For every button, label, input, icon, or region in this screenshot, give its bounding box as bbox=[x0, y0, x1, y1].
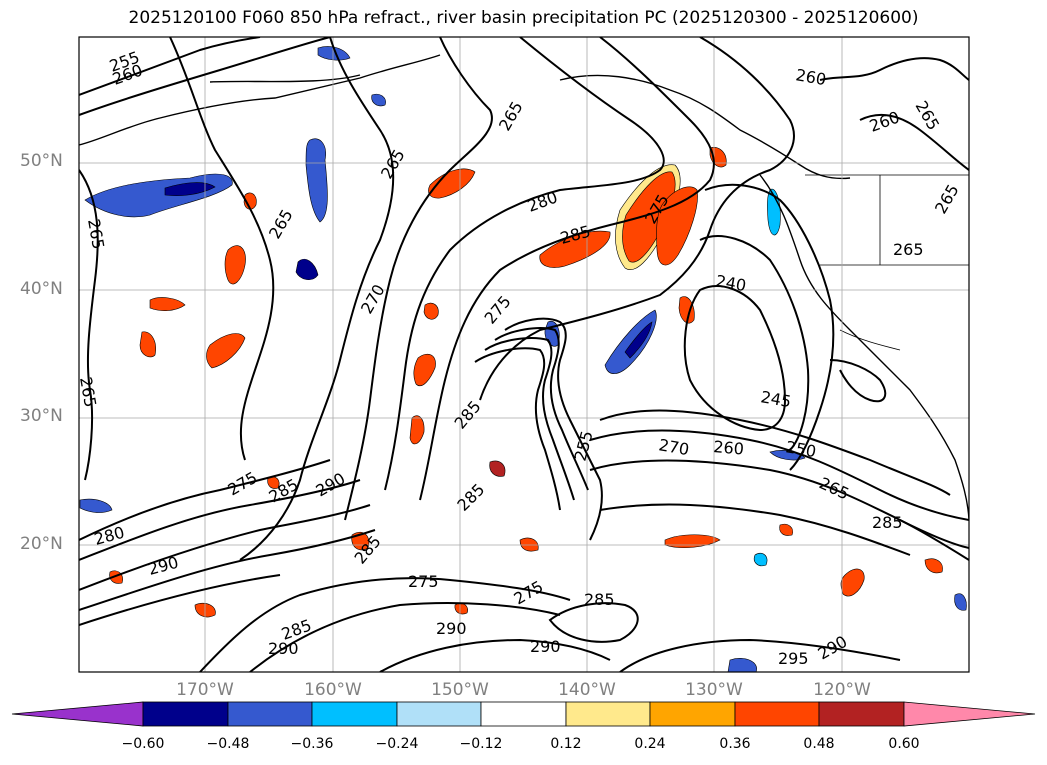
precip-positive-6 bbox=[139, 331, 156, 358]
precip-positive-1c bbox=[656, 186, 698, 266]
precip-negative-10 bbox=[753, 552, 768, 567]
refractivity-contours bbox=[79, 37, 969, 672]
colorbar-bin bbox=[311, 701, 398, 727]
colorbar bbox=[11, 701, 1036, 727]
colorbar-tick-label: −0.12 bbox=[459, 736, 503, 752]
colorbar-extend-low bbox=[11, 701, 144, 727]
contour-label: 275 bbox=[408, 572, 439, 591]
precip-negative-1-core bbox=[164, 182, 216, 197]
precip-positive-8 bbox=[413, 353, 436, 387]
precip-negative-13 bbox=[954, 593, 967, 611]
colorbar-tick-label: 0.60 bbox=[888, 736, 920, 752]
precip-negative-3 bbox=[295, 258, 319, 280]
precip-positive-20 bbox=[489, 460, 506, 477]
colorbar-bin bbox=[480, 701, 567, 727]
contour-label: 295 bbox=[778, 649, 809, 668]
map-frame bbox=[78, 36, 970, 673]
colorbar-tick-label: −0.48 bbox=[206, 736, 250, 752]
precip-negative-7 bbox=[371, 93, 386, 107]
contour-label: 265 bbox=[893, 240, 924, 259]
colorbar-bin bbox=[818, 701, 905, 727]
precip-positive-9 bbox=[409, 415, 425, 445]
map-title: 2025120100 F060 850 hPa refract., river … bbox=[128, 8, 919, 28]
precip-positive-16 bbox=[519, 537, 539, 552]
precip-positive-10 bbox=[423, 302, 439, 320]
precip-positive-23 bbox=[779, 523, 793, 536]
colorbar-tick-label: 0.48 bbox=[803, 736, 835, 752]
contour-label: 290 bbox=[530, 637, 561, 656]
precip-positive-5 bbox=[206, 333, 246, 369]
colorbar-tick-label: 0.12 bbox=[550, 736, 582, 752]
contour-label: 260 bbox=[713, 437, 745, 459]
lon-label: 140°W bbox=[558, 680, 616, 700]
contour-label: 290 bbox=[268, 639, 299, 658]
colorbar-tick-label: −0.36 bbox=[290, 736, 334, 752]
precip-positive-4 bbox=[224, 245, 246, 285]
colorbar-tick-label: 0.24 bbox=[634, 736, 666, 752]
map-area: 255 260 265 265 265 265 265 270 275 280 … bbox=[76, 37, 969, 672]
precip-negative-4-core bbox=[624, 321, 653, 359]
precip-negative-4 bbox=[604, 309, 657, 374]
precip-positive-14 bbox=[840, 568, 865, 597]
precip-negative-2 bbox=[305, 138, 328, 223]
lat-label: 30°N bbox=[20, 406, 63, 426]
lon-label: 150°W bbox=[431, 680, 489, 700]
colorbar-bin bbox=[227, 701, 313, 727]
contour-label: 290 bbox=[436, 619, 467, 638]
colorbar-bin bbox=[565, 701, 651, 727]
colorbar-bin bbox=[734, 701, 820, 727]
colorbar-tick-label: −0.60 bbox=[121, 736, 165, 752]
lat-label: 50°N bbox=[20, 151, 63, 171]
lon-label: 160°W bbox=[304, 680, 362, 700]
coastlines bbox=[79, 54, 969, 521]
lon-label: 130°W bbox=[685, 680, 743, 700]
colorbar-bin bbox=[396, 701, 482, 727]
contour-label: 285 bbox=[584, 590, 615, 609]
colorbar-extend-high bbox=[903, 701, 1036, 727]
colorbar-tick-label: 0.36 bbox=[719, 736, 751, 752]
colorbar-bin bbox=[142, 701, 229, 727]
precip-positive-13 bbox=[664, 534, 721, 549]
precip-negative-9 bbox=[79, 498, 113, 513]
lat-label: 40°N bbox=[20, 279, 63, 299]
lon-label: 120°W bbox=[813, 680, 871, 700]
precip-positive-12 bbox=[678, 296, 695, 324]
contour-label: 285 bbox=[872, 513, 903, 532]
colorbar-bin bbox=[649, 701, 736, 727]
contour-label: 265 bbox=[76, 375, 100, 408]
precip-negative-5 bbox=[317, 46, 351, 61]
gridlines bbox=[79, 37, 969, 672]
precip-positive-7 bbox=[149, 297, 186, 311]
lat-label: 20°N bbox=[20, 534, 63, 554]
precip-positive-15 bbox=[924, 558, 943, 574]
lon-label: 170°W bbox=[176, 680, 234, 700]
precip-negative-12 bbox=[727, 658, 757, 672]
colorbar-tick-label: −0.24 bbox=[375, 736, 419, 752]
